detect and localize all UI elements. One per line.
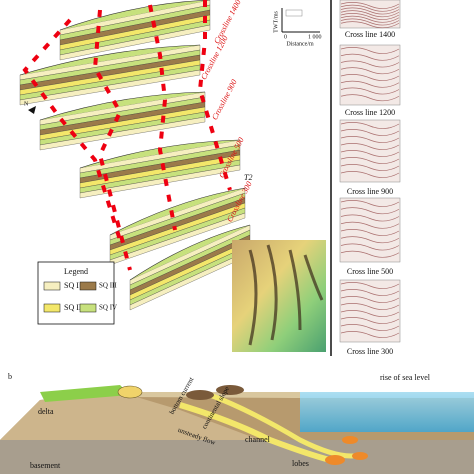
reflector xyxy=(340,221,400,229)
reflector xyxy=(340,4,400,12)
fence-panel xyxy=(79,139,241,199)
scale-end: 1 000 xyxy=(308,34,322,40)
reflector xyxy=(340,7,400,15)
reflector xyxy=(340,10,400,18)
legend: Legend SQ I SQ III SQ II SQ IV xyxy=(37,261,117,325)
reflector xyxy=(340,87,400,95)
reflector xyxy=(340,122,400,129)
reflector xyxy=(340,171,400,178)
reflector xyxy=(340,53,400,61)
crossline-label: Crossline 900 xyxy=(210,78,239,121)
north-label: N xyxy=(24,101,29,107)
legend-label: SQ II xyxy=(64,303,82,312)
strata-top xyxy=(109,187,246,236)
reflector xyxy=(340,74,400,81)
scale-start: 0 xyxy=(284,34,287,40)
reflector xyxy=(340,324,400,331)
section-label: Cross line 900 xyxy=(347,187,393,196)
fence-panel xyxy=(109,187,246,266)
reflector xyxy=(340,229,400,236)
reflector xyxy=(340,310,400,317)
reflector xyxy=(340,200,400,207)
reflector xyxy=(340,317,400,324)
strata xyxy=(79,164,241,199)
terrain-map xyxy=(232,240,326,352)
reflector xyxy=(340,60,400,68)
panel-label: b xyxy=(8,372,12,381)
reflector xyxy=(340,236,400,244)
reflector xyxy=(340,136,400,143)
reflector xyxy=(340,282,400,289)
strata-top xyxy=(39,91,206,121)
section-label: Cross line 1400 xyxy=(345,30,395,39)
strata-top xyxy=(129,224,251,281)
reflector xyxy=(340,214,400,222)
fence-panel xyxy=(129,224,251,311)
section-label: Cross line 500 xyxy=(347,267,393,276)
reflector xyxy=(340,15,400,23)
scale-y-label: TWT/ms xyxy=(273,11,279,33)
seismic-sections: Cross line 1400 Cross line 1200 Cross line… xyxy=(339,0,401,356)
reflector xyxy=(340,164,400,171)
annotation: channel xyxy=(245,435,271,444)
strata xyxy=(19,69,201,106)
reflector xyxy=(340,250,400,258)
reflector xyxy=(340,207,400,215)
reflector xyxy=(340,2,400,9)
reflector xyxy=(340,21,400,29)
section-label: Cross line 1200 xyxy=(345,108,395,117)
scale-x-label: Distance/m xyxy=(286,41,314,47)
reflector xyxy=(340,129,400,136)
reflector xyxy=(340,13,400,20)
strata xyxy=(39,116,206,151)
north-arrow xyxy=(28,106,36,114)
block-diagram xyxy=(0,385,474,474)
legend-title: Legend xyxy=(64,267,88,276)
reflector xyxy=(340,296,400,303)
strata xyxy=(59,24,211,61)
seismic-image xyxy=(339,197,401,263)
strata-top xyxy=(19,44,201,76)
fence-diagram xyxy=(19,0,251,311)
annotation: rise of sea level xyxy=(380,373,431,382)
reflector xyxy=(340,94,400,102)
reflector xyxy=(340,303,400,310)
reflector xyxy=(340,331,400,338)
legend-label: SQ I xyxy=(64,281,79,290)
strata-top xyxy=(59,0,211,31)
scale-bar: TWT/ms 0 1 000 Distance/m xyxy=(273,8,322,47)
reflector xyxy=(340,243,400,251)
legend-label: SQ III xyxy=(99,282,117,290)
reflector xyxy=(340,143,400,150)
annotation: lobes xyxy=(292,459,309,468)
annotation: delta xyxy=(38,407,54,416)
tie-lines xyxy=(22,0,232,271)
reflector xyxy=(340,47,400,54)
horizon-label: T2 xyxy=(244,173,252,182)
fence-panel xyxy=(19,44,201,106)
legend-label: SQ IV xyxy=(99,304,117,312)
reflector xyxy=(340,150,400,157)
reflector xyxy=(340,289,400,296)
reflector xyxy=(340,80,400,88)
reflector xyxy=(340,157,400,164)
section-label: Cross line 300 xyxy=(347,347,393,356)
annotation: basement xyxy=(30,461,61,470)
reflector xyxy=(340,67,400,75)
reflector xyxy=(340,18,400,26)
